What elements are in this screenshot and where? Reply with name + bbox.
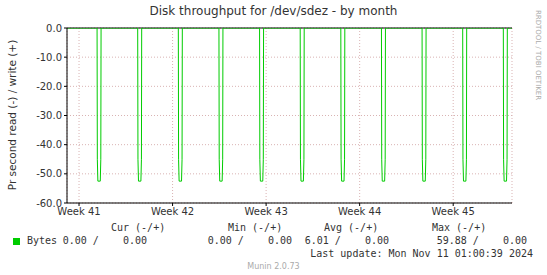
html-text:59.88 / 0.00: 59.88 / 0.00 [436,235,527,246]
html-text:0.00 / 0.00: 0.00 / 0.00 [207,235,292,246]
svg-text:-20.0: -20.0 [36,81,62,92]
svg-text:-40.0: -40.0 [36,139,62,150]
html-text:Max (-/+): Max (-/+) [432,222,487,233]
html-text:RRDTOOL / TOBI OETIKER: RRDTOOL / TOBI OETIKER [534,9,542,101]
html-text:6.01 / 0.00: 6.01 / 0.00 [304,235,389,246]
svg-text:-10.0: -10.0 [36,52,62,63]
svg-text:-60.0: -60.0 [36,198,62,209]
html-text:Cur (-/+): Cur (-/+) [111,222,166,233]
html-text:Min (-/+): Min (-/+) [228,222,283,233]
svg-text:0.0: 0.0 [46,23,62,34]
svg-text:-30.0: -30.0 [36,110,62,121]
html-text:Disk throughput for /dev/sdez: Disk throughput for /dev/sdez - by month [149,4,398,18]
svg-text:Week 44: Week 44 [338,206,381,217]
html-text:Munin 2.0.73: Munin 2.0.73 [247,262,300,271]
html-text:0.00 / 0.00: 0.00 / 0.00 [62,235,147,246]
html-text:Pr second read (-) / write (+): Pr second read (-) / write (+) [6,39,18,191]
svg-text:Week 41: Week 41 [57,206,100,217]
svg-text:-50.0: -50.0 [36,168,62,179]
html-text:Bytes: Bytes [27,235,58,246]
svg-text:Week 45: Week 45 [432,206,475,217]
html-text:Avg (-/+): Avg (-/+) [324,222,379,233]
svg-text:Week 43: Week 43 [244,206,287,217]
svg-text:Week 42: Week 42 [151,206,194,217]
html-text:Last update: Mon Nov 11 01:00:: Last update: Mon Nov 11 01:00:39 2024 [310,248,533,259]
